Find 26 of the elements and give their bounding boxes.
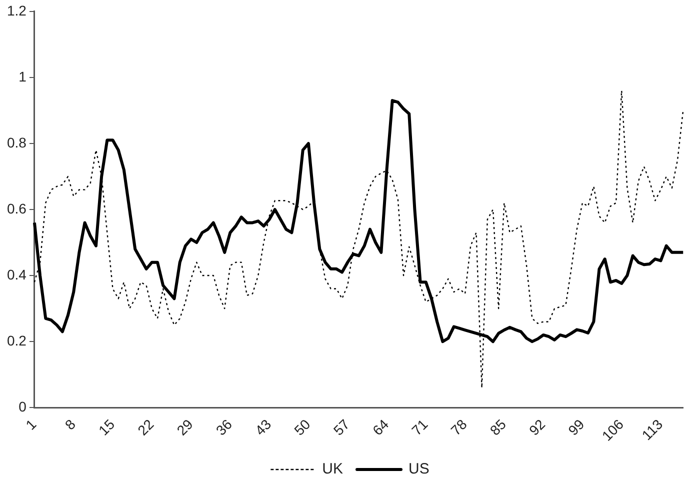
y-tick-label: 1 xyxy=(18,68,27,84)
x-tick-label: 57 xyxy=(330,416,353,438)
line-series xyxy=(34,90,684,388)
x-tick-label: 29 xyxy=(174,416,196,438)
y-tick-label: 0.4 xyxy=(6,266,27,282)
y-tick-label: 0.2 xyxy=(6,332,27,348)
y-tick-label: 1.2 xyxy=(6,2,27,18)
legend-label: UK xyxy=(322,460,344,478)
x-tick-label: 113 xyxy=(638,416,666,444)
x-tick-label: 92 xyxy=(526,416,548,438)
x-tick-label: 106 xyxy=(598,416,627,444)
x-tick-label: 36 xyxy=(212,416,236,438)
x-tick-label: 8 xyxy=(62,416,79,433)
y-tick-label: 0.8 xyxy=(6,134,27,150)
x-tick-label: 43 xyxy=(252,416,274,438)
x-tick-label: 85 xyxy=(486,416,510,438)
legend-label: US xyxy=(408,460,430,478)
x-tick-label: 22 xyxy=(134,416,157,438)
y-tick-label: 0 xyxy=(18,398,27,414)
x-tick-label: 50 xyxy=(290,416,314,438)
x-tick-label: 99 xyxy=(564,416,588,438)
x-tick-label: 71 xyxy=(408,416,431,438)
y-tick-label: 0.6 xyxy=(6,200,27,216)
x-tick-label: 78 xyxy=(448,416,470,438)
x-tick-label: 15 xyxy=(95,416,118,438)
x-tick-label: 64 xyxy=(369,416,392,438)
